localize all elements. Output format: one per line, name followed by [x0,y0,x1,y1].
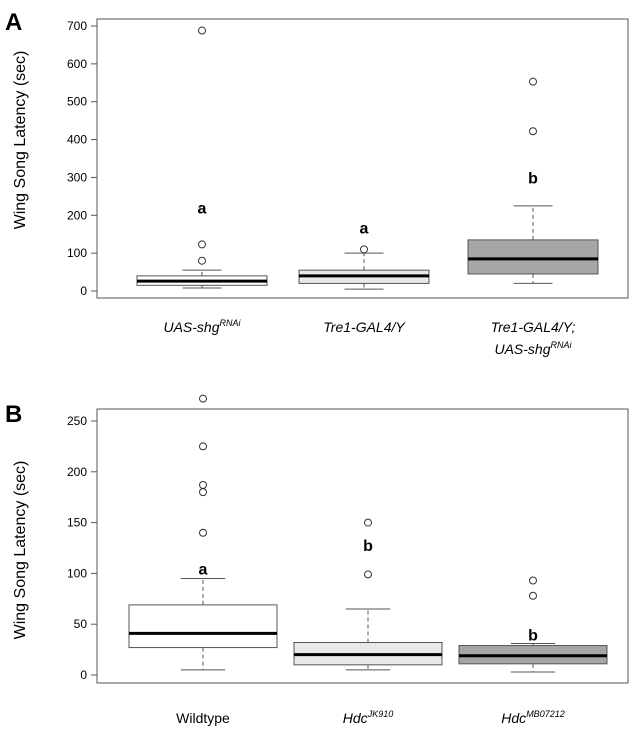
y-tick-label: 200 [67,208,87,222]
outlier-point [529,591,537,600]
category-label: Wildtype [176,710,230,726]
significance-letter: a [199,561,208,578]
outlier-point [199,394,207,403]
plot-frame [96,18,629,299]
y-tick-label: 50 [74,617,88,631]
y-tick-label: 500 [67,95,87,109]
category-label-text: Tre1-GAL4/Y [323,319,406,335]
outlier-point [529,576,537,585]
outlier-point [199,442,207,451]
y-axis-label: Wing Song Latency (sec) [12,51,29,230]
y-tick-label: 100 [67,566,87,580]
category-label: HdcJK910 [343,709,393,726]
y-tick-label: 200 [67,465,87,479]
category-label-text: UAS-shg [163,319,219,335]
y-tick-label: 100 [67,246,87,260]
outlier-point [360,245,368,254]
significance-letter: b [528,627,538,644]
panel-letter: A [5,9,22,36]
outlier-point [198,256,206,265]
plot-frame [96,408,629,684]
outlier-point [199,481,207,490]
category-label: UAS-shgRNAi [163,318,241,335]
y-tick-label: 700 [67,19,87,33]
category-label: HdcMB07212 [501,709,564,726]
category-label-superscript: RNAi [551,340,573,350]
significance-letter: a [360,220,369,237]
category-label-superscript: MB07212 [526,709,565,719]
y-tick-label: 600 [67,57,87,71]
outlier-point [529,127,537,136]
category-label-text: Hdc [343,710,368,726]
outlier-point [199,528,207,537]
y-tick-label: 0 [80,284,87,298]
outlier-point [198,240,206,249]
significance-letter: a [198,201,207,218]
category-label: Tre1-GAL4/Y [323,319,406,335]
category-label: UAS-shgRNAi [494,340,572,357]
y-tick-label: 300 [67,170,87,184]
panel-a-box-plot: A Wing Song Latency (sec) 0 100 200 300 400 500… [5,9,629,357]
category-label-text: Tre1-GAL4/Y; [491,319,576,335]
outlier-point [199,488,207,497]
box [467,239,599,275]
y-tick-label: 250 [67,414,87,428]
outlier-point [198,26,206,35]
category-label: Tre1-GAL4/Y; [491,319,576,335]
y-tick-label: 150 [67,516,87,530]
outlier-point [529,77,537,86]
category-label-superscript: RNAi [220,318,242,328]
y-axis-label: Wing Song Latency (sec) [12,461,29,640]
category-label-text: Wildtype [176,710,230,726]
y-tick-label: 0 [80,668,87,682]
y-tick-label: 400 [67,133,87,147]
outlier-point [364,518,372,527]
box [128,604,278,649]
significance-letter: b [363,538,373,555]
panel-letter: B [5,401,22,428]
category-label-superscript: JK910 [367,709,394,719]
outlier-point [364,570,372,579]
significance-letter: b [528,170,538,187]
category-label-text: Hdc [501,710,526,726]
category-label-text: UAS-shg [494,341,550,357]
panel-b-box-plot: B Wing Song Latency (sec) 0 50 100 150 200 250 a… [5,394,629,726]
